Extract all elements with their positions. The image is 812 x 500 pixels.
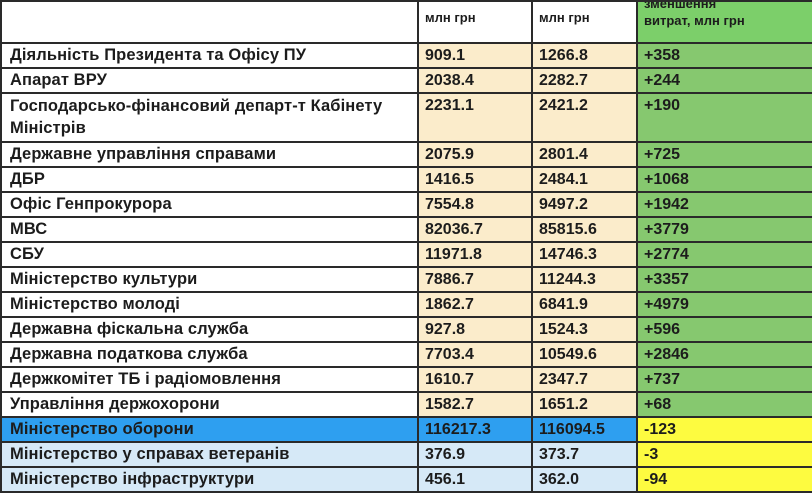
header-cell-delta: зменшення витрат, млн грн <box>636 0 812 44</box>
table-header: млн грн млн грн зменшення витрат, млн гр… <box>0 0 812 44</box>
table-row: Державна фіскальна служба 927.8 1524.3 +… <box>0 316 812 343</box>
row-value-2: 1266.8 <box>531 42 638 69</box>
row-name: Діяльність Президента та Офісу ПУ <box>0 42 419 69</box>
row-value-2: 6841.9 <box>531 291 638 318</box>
row-value-1: 927.8 <box>417 316 533 343</box>
row-delta: +2774 <box>636 241 812 268</box>
row-value-1: 1416.5 <box>417 166 533 193</box>
row-name: Держкомітет ТБ і радіомовлення <box>0 366 419 393</box>
row-name: МВС <box>0 216 419 243</box>
table-row: Міністерство культури 7886.7 11244.3 +33… <box>0 266 812 293</box>
row-delta: +190 <box>636 92 812 143</box>
row-delta: +2846 <box>636 341 812 368</box>
row-delta: -94 <box>636 466 812 493</box>
row-value-1: 1610.7 <box>417 366 533 393</box>
row-value-2: 9497.2 <box>531 191 638 218</box>
row-name: Державна податкова служба <box>0 341 419 368</box>
table-row: СБУ 11971.8 14746.3 +2774 <box>0 241 812 268</box>
row-value-2: 2282.7 <box>531 67 638 94</box>
row-value-1: 1582.7 <box>417 391 533 418</box>
row-value-1: 7554.8 <box>417 191 533 218</box>
row-name: Міністерство інфраструктури <box>0 466 419 493</box>
table-row: Міністерство молоді 1862.7 6841.9 +4979 <box>0 291 812 318</box>
table-row: Офіс Генпрокурора 7554.8 9497.2 +1942 <box>0 191 812 218</box>
row-value-2: 373.7 <box>531 441 638 468</box>
row-value-2: 2801.4 <box>531 141 638 168</box>
table-row-highlighted: Міністерство оборони 116217.3 116094.5 -… <box>0 416 812 443</box>
row-name: Міністерство молоді <box>0 291 419 318</box>
row-value-2: 1524.3 <box>531 316 638 343</box>
row-name: Офіс Генпрокурора <box>0 191 419 218</box>
row-value-2: 10549.6 <box>531 341 638 368</box>
header-delta-line1: зменшення <box>644 1 717 11</box>
row-name: Міністерство культури <box>0 266 419 293</box>
row-value-1: 376.9 <box>417 441 533 468</box>
header-unit-2: млн грн <box>539 10 590 25</box>
row-value-1: 7886.7 <box>417 266 533 293</box>
table-row: Діяльність Президента та Офісу ПУ 909.1 … <box>0 42 812 69</box>
row-value-2: 2347.7 <box>531 366 638 393</box>
table-row: Міністерство у справах ветеранів 376.9 3… <box>0 441 812 468</box>
row-value-2: 116094.5 <box>531 416 638 443</box>
table-row: Міністерство інфраструктури 456.1 362.0 … <box>0 466 812 493</box>
row-name: Міністерство оборони <box>0 416 419 443</box>
row-value-1: 7703.4 <box>417 341 533 368</box>
row-delta: +3779 <box>636 216 812 243</box>
row-value-1: 2038.4 <box>417 67 533 94</box>
row-name: Міністерство у справах ветеранів <box>0 441 419 468</box>
row-value-2: 2484.1 <box>531 166 638 193</box>
row-delta: +244 <box>636 67 812 94</box>
row-value-2: 11244.3 <box>531 266 638 293</box>
table-row: ДБР 1416.5 2484.1 +1068 <box>0 166 812 193</box>
header-cell-col1: млн грн <box>417 0 533 44</box>
table-row: Господарсько-фінансовий департ-т Кабінет… <box>0 92 812 143</box>
row-delta: -123 <box>636 416 812 443</box>
header-cell-name <box>0 0 419 44</box>
header-cell-col2: млн грн <box>531 0 638 44</box>
row-value-2: 362.0 <box>531 466 638 493</box>
table-row: Апарат ВРУ 2038.4 2282.7 +244 <box>0 67 812 94</box>
row-value-1: 2075.9 <box>417 141 533 168</box>
row-value-1: 82036.7 <box>417 216 533 243</box>
header-delta-line2: витрат, млн грн <box>644 13 745 28</box>
row-name: Апарат ВРУ <box>0 67 419 94</box>
row-value-1: 116217.3 <box>417 416 533 443</box>
table-row: Державне управління справами 2075.9 2801… <box>0 141 812 168</box>
table-row: МВС 82036.7 85815.6 +3779 <box>0 216 812 243</box>
row-delta: +68 <box>636 391 812 418</box>
row-value-2: 14746.3 <box>531 241 638 268</box>
row-name: ДБР <box>0 166 419 193</box>
row-value-1: 1862.7 <box>417 291 533 318</box>
row-delta: +737 <box>636 366 812 393</box>
row-delta: +3357 <box>636 266 812 293</box>
header-row: млн грн млн грн зменшення витрат, млн гр… <box>0 0 812 44</box>
row-name: Державне управління справами <box>0 141 419 168</box>
row-delta: -3 <box>636 441 812 468</box>
table-row: Управління держохорони 1582.7 1651.2 +68 <box>0 391 812 418</box>
row-name: Господарсько-фінансовий департ-т Кабінет… <box>0 92 419 143</box>
row-value-2: 85815.6 <box>531 216 638 243</box>
row-name: Управління держохорони <box>0 391 419 418</box>
row-delta: +596 <box>636 316 812 343</box>
header-unit-1: млн грн <box>425 10 476 25</box>
row-delta: +725 <box>636 141 812 168</box>
row-value-1: 2231.1 <box>417 92 533 143</box>
row-name: СБУ <box>0 241 419 268</box>
row-delta: +1068 <box>636 166 812 193</box>
row-value-1: 456.1 <box>417 466 533 493</box>
table-row: Держкомітет ТБ і радіомовлення 1610.7 23… <box>0 366 812 393</box>
row-value-1: 909.1 <box>417 42 533 69</box>
row-value-2: 2421.2 <box>531 92 638 143</box>
row-delta: +4979 <box>636 291 812 318</box>
row-name: Державна фіскальна служба <box>0 316 419 343</box>
table-row: Державна податкова служба 7703.4 10549.6… <box>0 341 812 368</box>
row-value-1: 11971.8 <box>417 241 533 268</box>
row-value-2: 1651.2 <box>531 391 638 418</box>
row-delta: +358 <box>636 42 812 69</box>
row-delta: +1942 <box>636 191 812 218</box>
